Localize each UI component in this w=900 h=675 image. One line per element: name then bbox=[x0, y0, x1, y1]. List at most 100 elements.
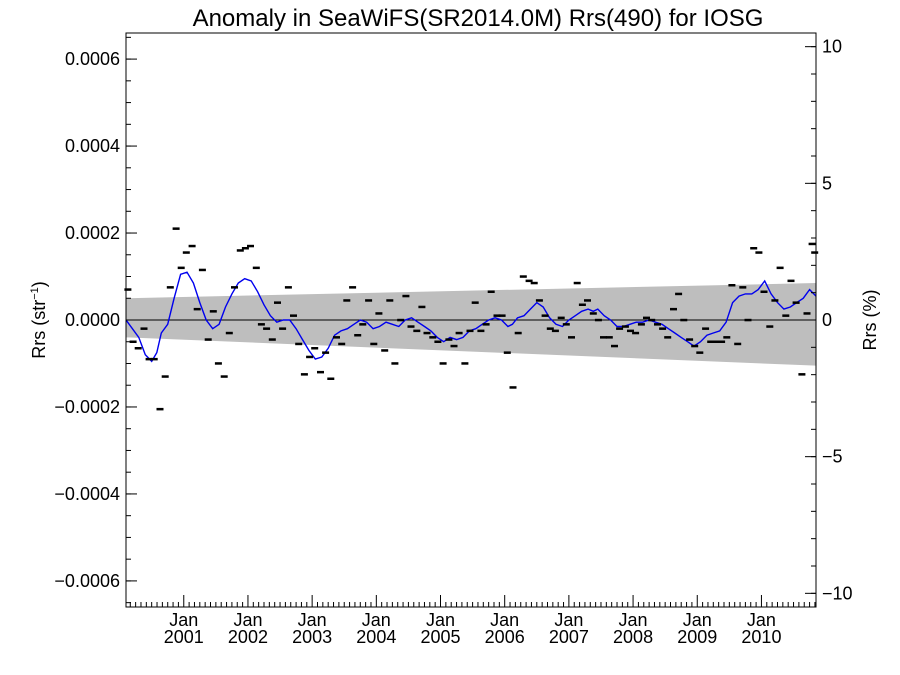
data-point bbox=[450, 344, 458, 348]
data-point bbox=[648, 318, 656, 322]
data-point bbox=[214, 362, 222, 365]
data-point bbox=[231, 286, 238, 289]
data-point bbox=[771, 299, 779, 302]
x-tick-label-year: 2002 bbox=[228, 627, 268, 647]
y-tick-label-left: −0.0002 bbox=[54, 397, 120, 417]
x-tick-label-month: Jan bbox=[233, 610, 262, 630]
data-point bbox=[295, 342, 303, 346]
data-point bbox=[407, 325, 415, 328]
data-point bbox=[338, 342, 346, 346]
data-point bbox=[225, 331, 233, 335]
data-point bbox=[637, 323, 645, 326]
data-point bbox=[766, 325, 774, 328]
x-tick-label-month: Jan bbox=[426, 610, 455, 630]
data-point bbox=[134, 347, 142, 350]
data-point bbox=[546, 327, 554, 330]
data-point bbox=[268, 338, 276, 341]
x-tick-label-month: Jan bbox=[169, 610, 198, 630]
data-point bbox=[686, 338, 694, 341]
data-point bbox=[150, 357, 158, 361]
x-tick-label-month: Jan bbox=[554, 610, 583, 630]
data-point bbox=[257, 323, 265, 326]
data-point bbox=[290, 314, 297, 317]
data-point bbox=[535, 299, 543, 302]
data-point bbox=[124, 288, 132, 291]
x-tick-label-year: 2009 bbox=[677, 627, 717, 647]
data-point bbox=[707, 340, 715, 343]
data-point bbox=[236, 249, 244, 252]
y-axis-left-label: Rrs (str−1) bbox=[29, 281, 49, 359]
data-point bbox=[659, 327, 667, 330]
data-point bbox=[455, 331, 463, 335]
data-point bbox=[402, 294, 410, 298]
data-point bbox=[654, 323, 661, 326]
data-point bbox=[391, 362, 399, 365]
data-point bbox=[616, 327, 624, 330]
x-tick-label-year: 2005 bbox=[420, 627, 460, 647]
data-point bbox=[680, 318, 688, 322]
data-point bbox=[728, 284, 736, 287]
data-point bbox=[418, 305, 426, 309]
data-point bbox=[445, 338, 453, 341]
data-point bbox=[600, 336, 607, 339]
data-point bbox=[530, 281, 538, 285]
data-point bbox=[349, 286, 357, 289]
data-point bbox=[252, 266, 260, 270]
data-point bbox=[734, 342, 742, 346]
data-point bbox=[670, 307, 677, 311]
data-point bbox=[477, 329, 485, 333]
data-point bbox=[493, 314, 501, 317]
data-point bbox=[381, 349, 389, 352]
y-tick-label-left: 0.0006 bbox=[65, 49, 120, 69]
data-point bbox=[370, 342, 378, 346]
data-point bbox=[787, 279, 795, 283]
x-tick-label-year: 2007 bbox=[549, 627, 589, 647]
data-point bbox=[397, 318, 405, 322]
data-point bbox=[354, 334, 362, 337]
data-point bbox=[434, 340, 442, 343]
y-tick-label-left: 0.0000 bbox=[65, 310, 120, 330]
data-point bbox=[461, 362, 469, 365]
data-point bbox=[782, 314, 790, 317]
data-point bbox=[803, 312, 811, 315]
data-point bbox=[359, 323, 367, 326]
data-point bbox=[145, 357, 153, 361]
data-point bbox=[503, 351, 511, 354]
y-tick-label-left: −0.0006 bbox=[54, 571, 120, 591]
y-tick-label-right: 0 bbox=[822, 310, 832, 330]
data-point bbox=[466, 329, 474, 333]
data-point bbox=[423, 331, 431, 335]
data-point bbox=[755, 251, 763, 254]
data-point bbox=[718, 340, 726, 343]
data-point bbox=[274, 301, 281, 304]
x-tick-label-year: 2001 bbox=[164, 627, 204, 647]
x-tick-label-year: 2006 bbox=[485, 627, 525, 647]
data-point bbox=[611, 344, 618, 348]
data-point bbox=[182, 251, 190, 254]
data-point bbox=[739, 286, 747, 289]
y-axis-right-label: Rrs (%) bbox=[860, 290, 880, 351]
y-tick-label-right: 10 bbox=[822, 37, 842, 57]
data-point bbox=[760, 290, 768, 293]
data-point bbox=[573, 281, 581, 285]
data-point bbox=[317, 370, 324, 374]
x-tick-label-month: Jan bbox=[490, 610, 519, 630]
data-point bbox=[627, 329, 634, 333]
data-point bbox=[204, 338, 212, 341]
data-point bbox=[198, 268, 206, 272]
data-point bbox=[811, 251, 819, 254]
data-point bbox=[643, 316, 650, 320]
y-tick-label-right: −10 bbox=[822, 583, 853, 603]
data-point bbox=[584, 299, 591, 302]
data-point bbox=[605, 336, 613, 339]
data-point bbox=[413, 329, 421, 333]
data-point bbox=[487, 290, 495, 293]
data-point bbox=[429, 336, 437, 339]
data-point bbox=[568, 336, 575, 339]
data-point bbox=[675, 292, 683, 296]
x-tick-label-month: Jan bbox=[619, 610, 648, 630]
data-point bbox=[744, 318, 752, 322]
data-point bbox=[306, 355, 314, 359]
data-point bbox=[514, 331, 522, 335]
